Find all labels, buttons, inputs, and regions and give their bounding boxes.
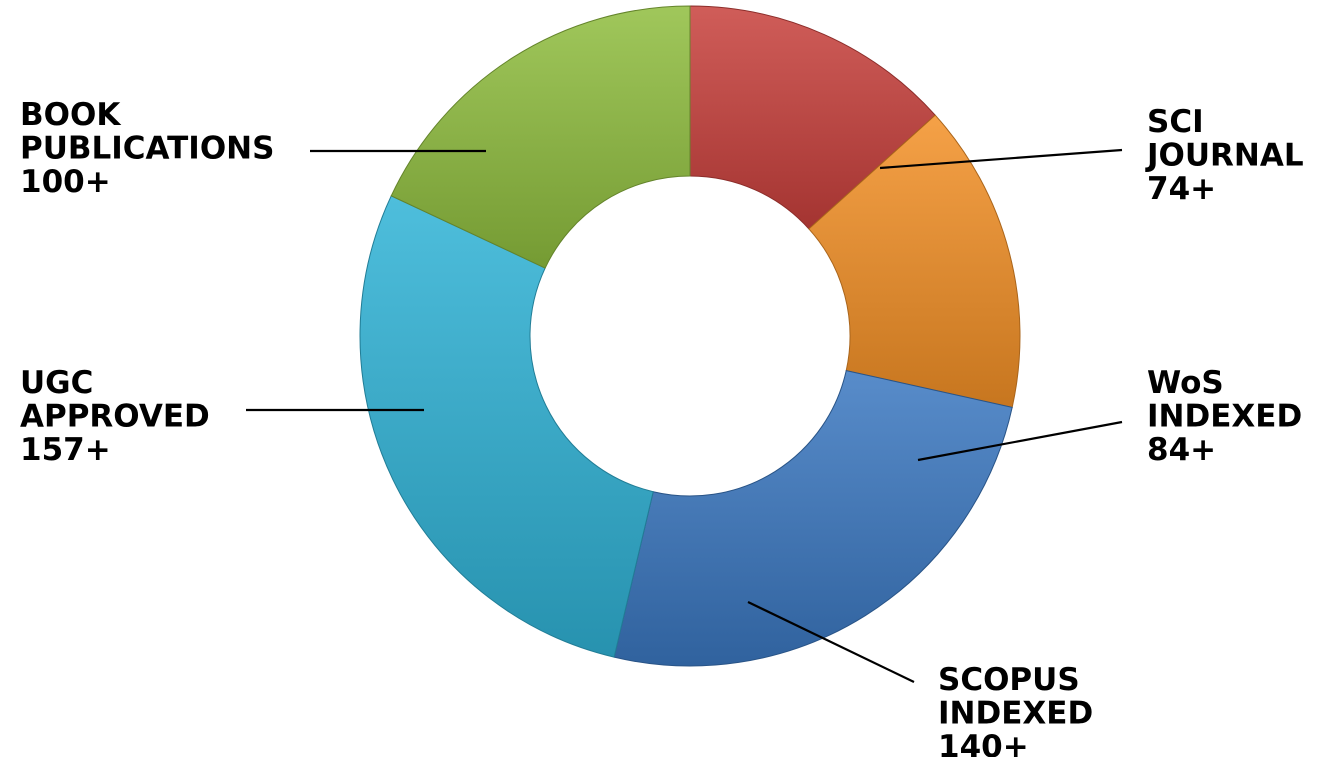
slice-category-label: APPROVED [20, 398, 210, 434]
slice-category-label: UGC [20, 365, 93, 401]
slice-value-label: 140+ [938, 729, 1029, 757]
slice-value-label: 157+ [20, 432, 111, 468]
slice-category-label: INDEXED [938, 695, 1093, 731]
donut-slice-book-publications [390, 5, 691, 269]
slice-label-book-publications: BOOK PUBLICATIONS 100+ [20, 97, 274, 200]
slice-label-wos-indexed: WoS INDEXED 84+ [1147, 365, 1302, 468]
slice-category-label: JOURNAL [1145, 137, 1304, 173]
slice-label-sci-journal: SCI JOURNAL 74+ [1145, 104, 1304, 207]
slice-value-label: 84+ [1147, 432, 1216, 468]
leader-line-sci-journal [879, 148, 1123, 170]
slice-category-label: SCI [1147, 104, 1204, 140]
slice-value-label: 74+ [1147, 171, 1216, 207]
slice-label-ugc-approved: UGC APPROVED 157+ [20, 365, 210, 468]
donut-slice-scopus-indexed [613, 369, 1013, 667]
leader-line-wos-indexed [917, 420, 1123, 462]
leader-line-scopus-indexed [747, 601, 915, 683]
donut-slice-ugc-approved [359, 195, 654, 658]
slice-label-scopus-indexed: SCOPUS INDEXED 140+ [938, 662, 1093, 757]
slice-category-label: INDEXED [1147, 398, 1302, 434]
slice-category-label: WoS [1147, 365, 1224, 401]
slice-value-label: 100+ [20, 164, 111, 200]
slice-category-label: PUBLICATIONS [20, 130, 274, 166]
donut-slice-sci-journal [689, 5, 936, 230]
slice-category-label: SCOPUS [938, 662, 1080, 698]
donut-slice-wos-indexed [808, 114, 1021, 408]
slice-category-label: BOOK [20, 97, 121, 133]
